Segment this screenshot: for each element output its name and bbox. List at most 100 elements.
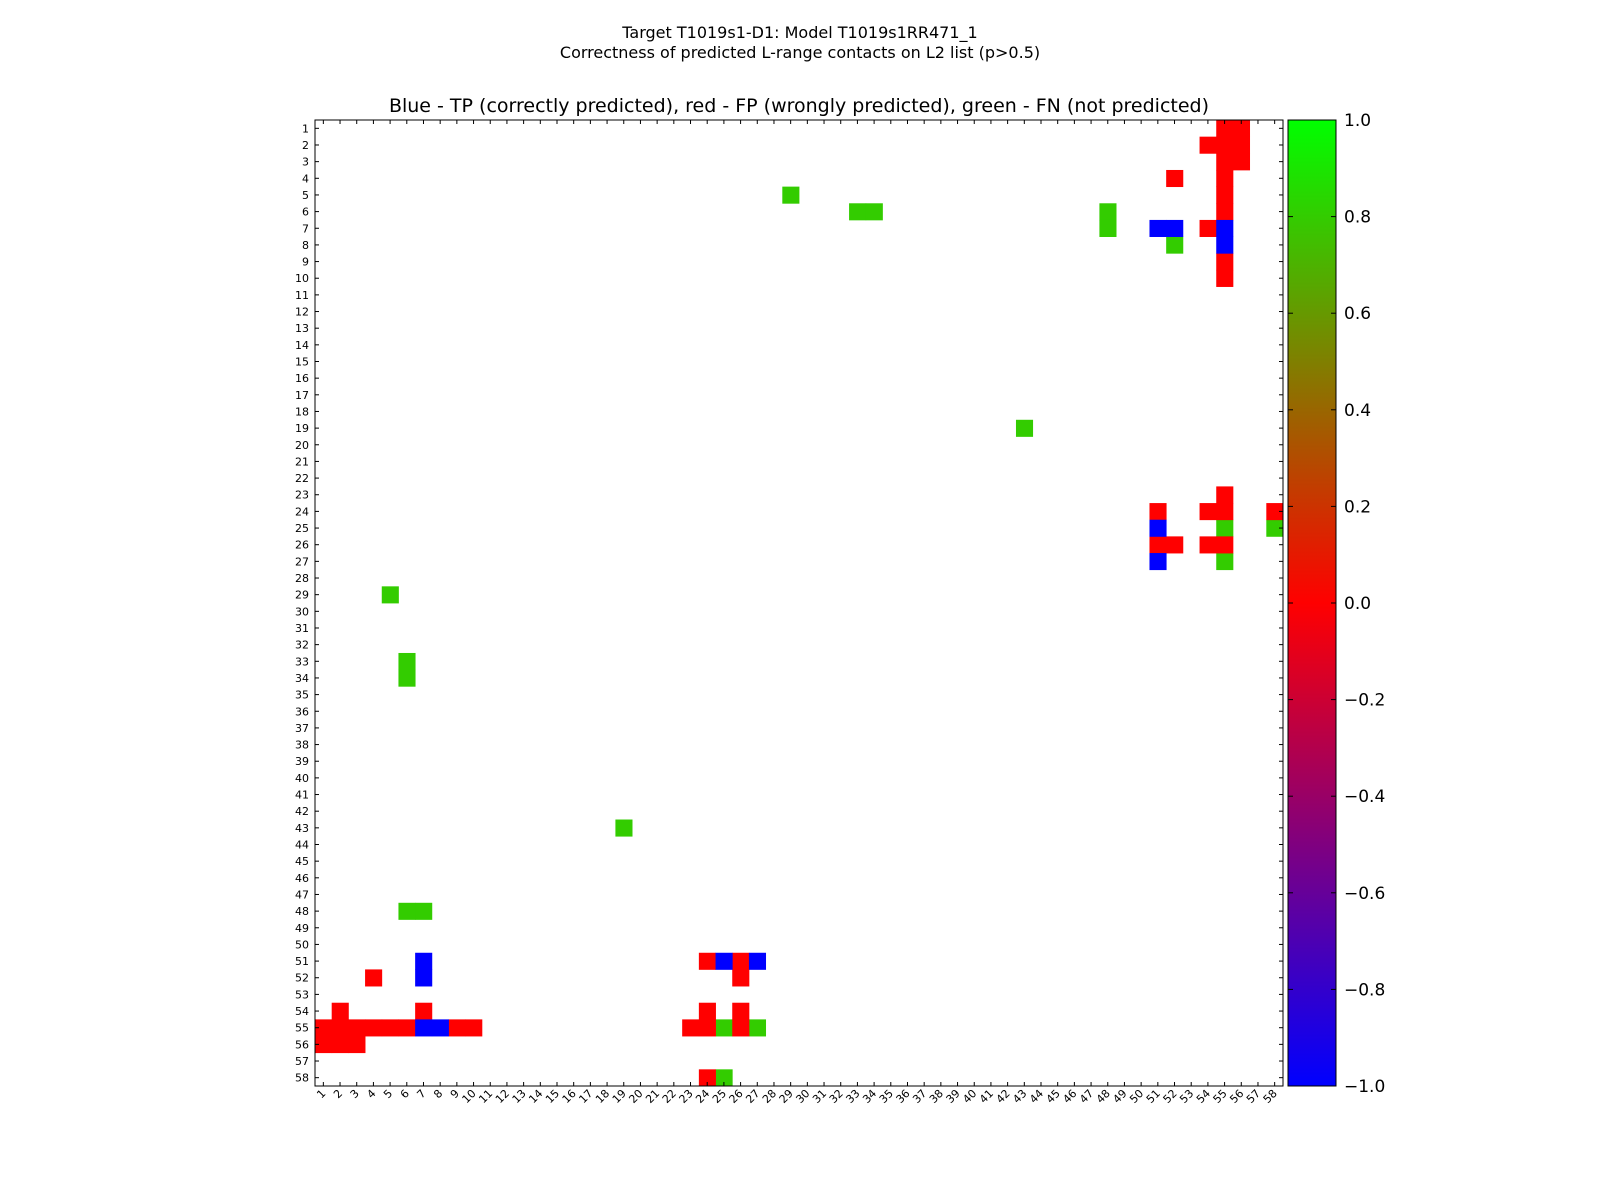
- colorbar: [1287, 119, 1337, 1087]
- y-tick-label: 16: [295, 372, 309, 385]
- x-tick-label: 3: [348, 1087, 362, 1101]
- y-tick-label: 23: [295, 489, 309, 502]
- y-tick-label: 4: [302, 172, 309, 185]
- x-tick-label: 58: [1261, 1087, 1280, 1106]
- cell-fp-55-23: [682, 1019, 700, 1037]
- cell-fp-51-26: [732, 952, 750, 970]
- cell-fn-6-33: [849, 203, 867, 221]
- cell-fn-55-25: [715, 1019, 733, 1037]
- cell-fp-54-24: [698, 1002, 716, 1020]
- figure-subtitle-line2: Correctness of predicted L-range contact…: [559, 43, 1041, 62]
- cell-fp-55-1: [315, 1019, 333, 1037]
- cell-tp-51-25: [715, 952, 733, 970]
- cell-fp-26-51: [1149, 536, 1167, 554]
- cell-fp-2-56: [1232, 136, 1251, 154]
- cell-tp-52-7: [415, 969, 433, 987]
- colorbar-tick-label: 0.2: [1344, 497, 1371, 517]
- x-tick-label: 6: [398, 1087, 412, 1101]
- cell-fn-25-55: [1216, 519, 1234, 537]
- axis-ticks: 1122334455667788991010111112121313141415…: [295, 120, 1283, 1106]
- y-tick-label: 56: [295, 1038, 309, 1051]
- cell-fp-58-24: [698, 1069, 716, 1087]
- y-tick-label: 54: [295, 1005, 309, 1018]
- y-tick-label: 17: [295, 389, 309, 402]
- colorbar-tick-label: 0.0: [1344, 594, 1371, 614]
- y-tick-label: 20: [295, 439, 309, 452]
- colorbar-tick-label: 0.8: [1344, 208, 1371, 228]
- colorbar-tick-label: −0.4: [1344, 787, 1385, 807]
- cell-fp-2-54: [1199, 136, 1217, 154]
- cell-fp-55-6: [398, 1019, 416, 1037]
- y-tick-label: 25: [295, 522, 309, 535]
- cell-fp-24-51: [1149, 503, 1167, 521]
- y-tick-label: 2: [302, 139, 309, 152]
- x-tick-label: 9: [448, 1087, 462, 1101]
- x-tick-label: 7: [414, 1087, 428, 1101]
- cell-fp-55-24: [698, 1019, 716, 1037]
- y-tick-label: 31: [295, 622, 309, 635]
- cell-fn-43-19: [615, 819, 633, 837]
- y-tick-label: 51: [295, 955, 309, 968]
- cell-fn-55-27: [748, 1019, 767, 1037]
- y-tick-label: 38: [295, 739, 309, 752]
- cell-fp-24-54: [1199, 503, 1217, 521]
- cell-fp-10-55: [1216, 269, 1234, 287]
- y-tick-label: 42: [295, 805, 309, 818]
- cell-fp-55-5: [381, 1019, 399, 1037]
- cell-fp-9-55: [1216, 253, 1234, 271]
- cell-fp-26-54: [1199, 536, 1217, 554]
- cell-fn-48-6: [398, 902, 416, 920]
- y-tick-label: 13: [295, 322, 309, 335]
- y-tick-label: 24: [295, 505, 309, 518]
- cell-fp-52-26: [732, 969, 750, 987]
- cell-fp-54-2: [331, 1002, 349, 1020]
- cell-fp-7-54: [1199, 219, 1217, 237]
- y-tick-label: 35: [295, 689, 309, 702]
- cell-fp-5-55: [1216, 186, 1234, 204]
- y-tick-label: 28: [295, 572, 309, 585]
- y-tick-label: 22: [295, 472, 309, 485]
- cell-fp-52-4: [365, 969, 383, 987]
- cell-fn-6-48: [1099, 203, 1117, 221]
- y-tick-label: 46: [295, 872, 309, 885]
- colorbar-tick-label: −0.6: [1344, 884, 1385, 904]
- cell-fp-23-55: [1216, 486, 1234, 504]
- cell-fp-54-7: [415, 1002, 433, 1020]
- cell-fn-6-34: [865, 203, 883, 221]
- cell-fp-55-3: [348, 1019, 366, 1037]
- y-tick-label: 40: [295, 772, 309, 785]
- cell-fn-8-52: [1166, 236, 1184, 254]
- colorbar-tick-label: −1.0: [1344, 1077, 1385, 1097]
- cell-fp-1-56: [1232, 120, 1251, 138]
- colorbar-tick-label: 1.0: [1344, 111, 1371, 131]
- cell-tp-7-51: [1149, 219, 1167, 237]
- y-tick-label: 1: [302, 122, 309, 135]
- cell-fp-51-24: [698, 952, 716, 970]
- cell-tp-25-51: [1149, 519, 1167, 537]
- cell-fn-58-25: [715, 1069, 733, 1087]
- y-tick-label: 45: [295, 855, 309, 868]
- cell-fn-5-29: [782, 186, 800, 204]
- cell-fp-26-52: [1166, 536, 1184, 554]
- y-tick-label: 34: [295, 672, 309, 685]
- cell-fp-3-56: [1232, 153, 1251, 171]
- cell-tp-27-51: [1149, 553, 1167, 571]
- cell-fp-1-55: [1216, 120, 1234, 138]
- cell-tp-55-8: [431, 1019, 449, 1037]
- x-tick-label: 8: [431, 1087, 445, 1101]
- y-tick-label: 19: [295, 422, 309, 435]
- cell-tp-7-52: [1166, 219, 1184, 237]
- cell-fp-55-10: [465, 1019, 483, 1037]
- y-tick-label: 39: [295, 755, 309, 768]
- x-tick-label: 1: [314, 1087, 328, 1101]
- y-tick-label: 33: [295, 655, 309, 668]
- cell-fp-56-3: [348, 1036, 366, 1054]
- y-tick-label: 53: [295, 988, 309, 1001]
- figure-title-line1: Target T1019s1-D1: Model T1019s1RR471_1: [622, 23, 978, 42]
- cell-fn-33-6: [398, 652, 416, 671]
- y-tick-label: 9: [302, 256, 309, 269]
- cell-tp-8-55: [1216, 236, 1234, 254]
- y-tick-label: 32: [295, 639, 309, 652]
- cell-fp-55-9: [448, 1019, 466, 1037]
